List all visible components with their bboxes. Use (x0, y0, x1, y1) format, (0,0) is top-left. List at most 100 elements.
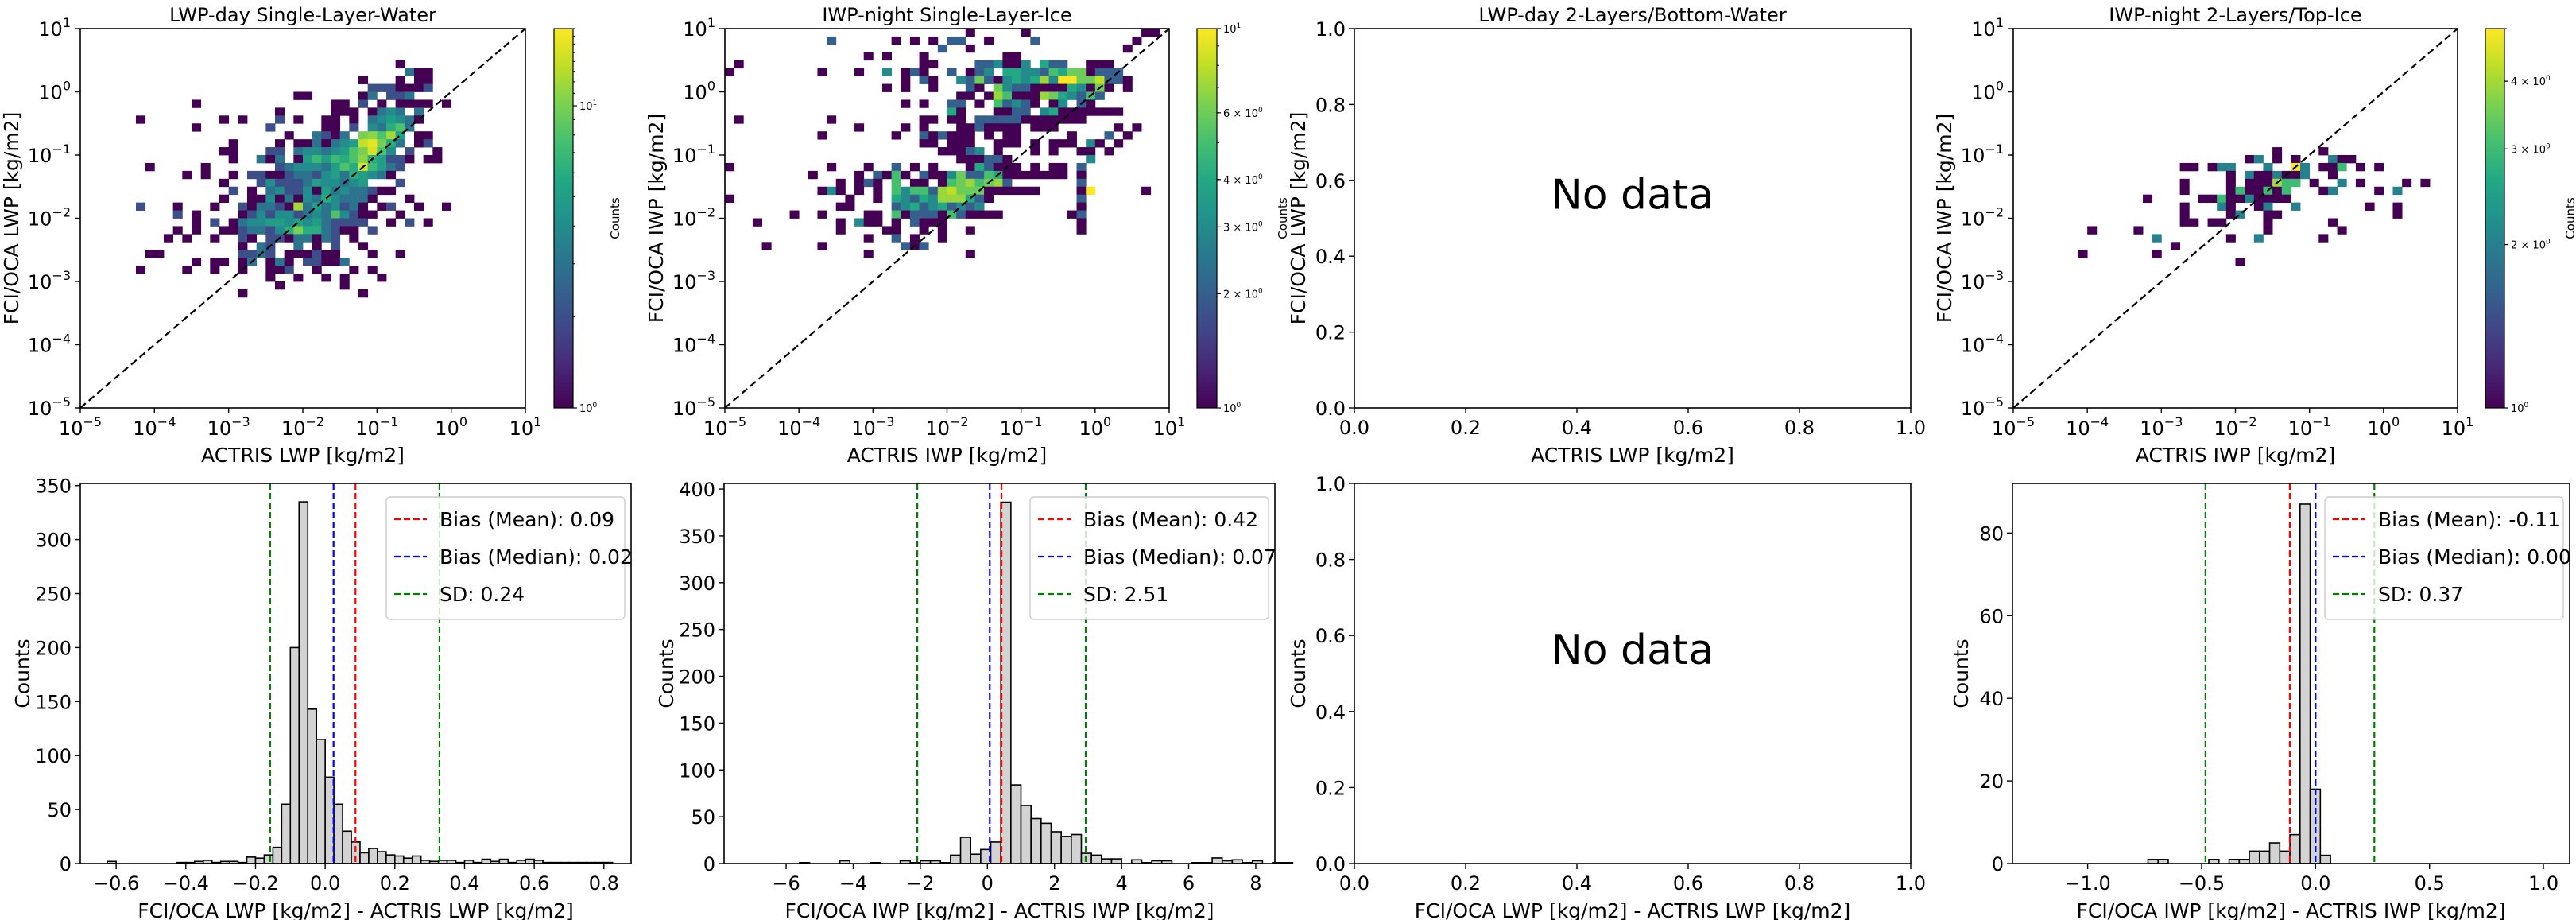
heatmap-cell (2337, 162, 2347, 172)
heatmap-cell (442, 99, 452, 108)
heatmap-cell (395, 178, 405, 188)
heatmap-cell (331, 131, 341, 140)
x-tick-label: 0.5 (2415, 872, 2445, 895)
panel-bottom-4: −1.0 −0.5 0.0 0.5 1.0 0 20 40 60 80 Bias (Mean): -… (1950, 483, 2571, 920)
y-axis-label: FCI/OCA IWP [kg/m2] (645, 114, 668, 323)
heatmap-cell (1012, 186, 1022, 196)
heatmap-cell (293, 91, 304, 100)
heatmap-cell (256, 155, 266, 164)
heatmap-cell (358, 289, 369, 298)
heatmap-cell (1122, 83, 1133, 92)
heatmap-cell (2327, 186, 2338, 196)
heatmap-cell (993, 147, 1003, 156)
heatmap-cell (1030, 123, 1040, 132)
heatmap-cell (303, 91, 313, 100)
x-tick-label: 100 (435, 414, 467, 440)
heatmap-cell (265, 210, 276, 219)
heatmap-cell (1039, 83, 1050, 92)
y-tick-label: 0 (703, 853, 715, 875)
heatmap-cell (956, 202, 966, 211)
heatmap-cell (321, 186, 331, 196)
y-tick-label: 400 (679, 479, 715, 501)
histogram-bars (799, 501, 1294, 864)
heatmap-cell (2235, 186, 2245, 196)
heatmap-cell (358, 139, 369, 148)
heatmap-cell (312, 170, 322, 180)
heatmap-cell (1076, 202, 1087, 211)
x-tick-label: 0.6 (1673, 872, 1703, 895)
heatmap-cell (956, 91, 966, 100)
heatmap-cell (367, 139, 378, 148)
heatmap-cell (219, 178, 230, 188)
heatmap-cell (2318, 234, 2329, 243)
legend-entry: Bias (Median): 0.00 (2378, 545, 2571, 569)
histogram-bar (1050, 831, 1062, 864)
heatmap-cell (937, 131, 947, 140)
heatmap-cell (331, 210, 341, 219)
heatmap-cell (2245, 186, 2255, 196)
heatmap-cell (1058, 162, 1068, 172)
x-tick-label: 6 (1183, 872, 1195, 895)
heatmap-cell (367, 266, 378, 274)
heatmap-cell (200, 170, 211, 180)
heatmap-cell (1048, 147, 1059, 156)
histogram-bar (1030, 817, 1042, 864)
heatmap-cell (808, 170, 818, 180)
heatmap-cell (331, 226, 341, 235)
heatmap-cell (2272, 186, 2283, 196)
y-tick-label: 10−2 (28, 205, 71, 231)
heatmap-cell (238, 210, 248, 219)
heatmap-cell (414, 76, 424, 84)
y-tick-label: 0.2 (1315, 777, 1346, 799)
heatmap-cell (349, 202, 359, 211)
y-tick-label: 10−2 (672, 205, 715, 231)
x-tick-label: −6 (772, 872, 800, 895)
y-axis-label: FCI/OCA IWP [kg/m2] (1933, 114, 1956, 323)
histogram-bar (385, 854, 396, 864)
heatmap-cell (349, 194, 359, 204)
heatmap-cell (293, 234, 304, 243)
heatmap-cell (349, 139, 359, 148)
heatmap-cell (1012, 60, 1022, 69)
heatmap-cell (358, 194, 369, 204)
heatmap-cell (928, 115, 939, 124)
heatmap-cell (349, 115, 359, 124)
heatmap-cell (1067, 115, 1077, 124)
heatmap-cell (1076, 83, 1087, 92)
heatmap-cell (275, 147, 285, 156)
x-tick-label: 1.0 (2528, 872, 2559, 895)
heatmap-cell (919, 76, 929, 84)
heatmap-cell (891, 202, 901, 211)
heatmap-cell (331, 99, 341, 108)
heatmap-cell (1039, 107, 1050, 116)
heatmap-cell (275, 226, 285, 235)
heatmap-cell (863, 234, 874, 243)
y-tick-label: 101 (683, 15, 715, 41)
heatmap-cell (854, 178, 865, 188)
heatmap-cell (901, 210, 911, 219)
heatmap-cell (339, 131, 350, 140)
heatmap-cell (275, 155, 285, 164)
x-tick-label: −0.2 (232, 872, 278, 895)
heatmap-cell (192, 258, 202, 266)
heatmap-cell (395, 115, 405, 124)
heatmap-cell (303, 218, 313, 227)
heatmap-cell (956, 36, 966, 45)
heatmap-cell (965, 250, 975, 258)
heatmap-cell (293, 178, 304, 188)
heatmap-cell (974, 194, 985, 204)
heatmap-cell (219, 226, 230, 235)
heatmap-cell (145, 250, 155, 258)
heatmap-cell (1002, 99, 1013, 108)
panel-top-4: IWP-night 2-Layers/Top-Ice 10−5 10−4 10−3 10… (1933, 4, 2576, 467)
heatmap-cell (247, 250, 258, 258)
heatmap-cell (2263, 226, 2273, 235)
heatmap-cell (984, 60, 994, 69)
histogram-bar (377, 851, 387, 864)
histogram-bar (394, 855, 405, 864)
heatmap-cell (1021, 99, 1031, 108)
panel-bottom-1: −0.6 −0.4 −0.2 0.0 0.2 0.4 0.6 0.8 0 50 100 150 200 2… (11, 476, 633, 920)
legend-box (2324, 496, 2564, 620)
x-tick-label: 10−2 (2214, 414, 2256, 440)
y-axis-label: FCI/OCA LWP [kg/m2] (1287, 112, 1310, 325)
